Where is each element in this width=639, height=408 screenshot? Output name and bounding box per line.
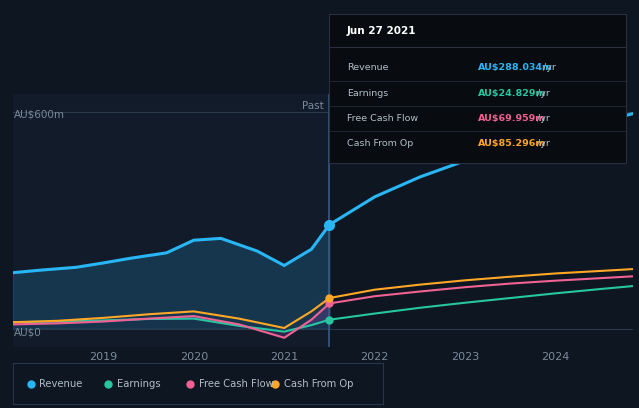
Text: AU$85.296m: AU$85.296m — [478, 140, 546, 149]
Text: Revenue: Revenue — [347, 63, 389, 72]
Text: Jun 27 2021: Jun 27 2021 — [347, 26, 417, 36]
Text: Cash From Op: Cash From Op — [284, 379, 353, 388]
Text: AU$600m: AU$600m — [14, 109, 65, 119]
Text: Free Cash Flow: Free Cash Flow — [347, 114, 418, 123]
Text: Cash From Op: Cash From Op — [347, 140, 413, 149]
Text: AU$0: AU$0 — [14, 328, 42, 337]
Text: /yr: /yr — [534, 140, 550, 149]
Text: /yr: /yr — [534, 114, 550, 123]
Text: /yr: /yr — [534, 89, 550, 98]
Text: Earnings: Earnings — [347, 89, 388, 98]
Text: Revenue: Revenue — [40, 379, 83, 388]
Text: AU$288.034m: AU$288.034m — [478, 63, 552, 72]
Text: /yr: /yr — [540, 63, 556, 72]
Text: AU$24.829m: AU$24.829m — [478, 89, 546, 98]
Text: Past: Past — [302, 102, 323, 111]
Text: Free Cash Flow: Free Cash Flow — [199, 379, 273, 388]
Bar — [13, 94, 330, 347]
Text: AU$69.959m: AU$69.959m — [478, 114, 546, 123]
Text: Earnings: Earnings — [118, 379, 161, 388]
Text: Analysts Forecasts: Analysts Forecasts — [335, 102, 433, 111]
